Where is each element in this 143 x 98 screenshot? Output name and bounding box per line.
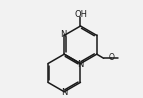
Text: OH: OH	[75, 10, 88, 19]
Text: N: N	[77, 60, 84, 69]
Text: O: O	[109, 53, 114, 62]
Text: N: N	[61, 88, 67, 97]
Text: N: N	[60, 30, 66, 39]
